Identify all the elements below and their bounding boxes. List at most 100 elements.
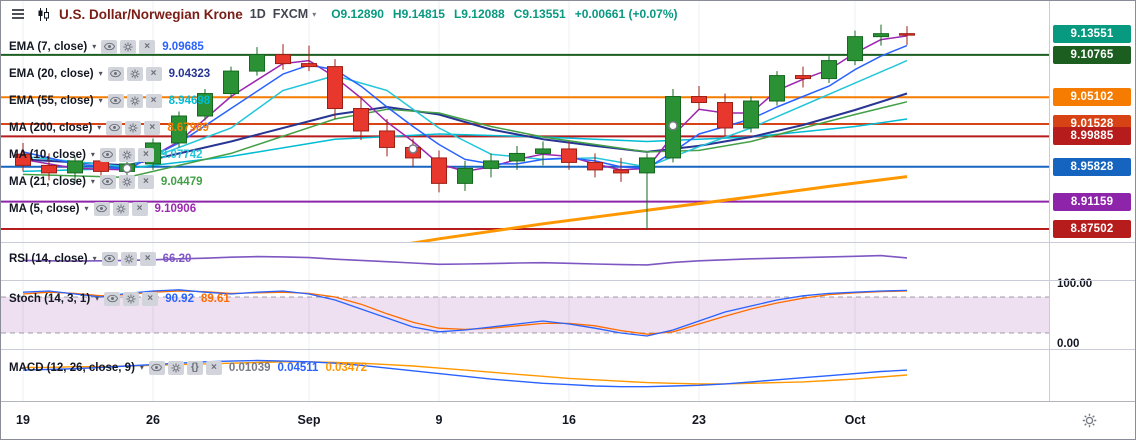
- chevron-down-icon[interactable]: ▾: [139, 363, 144, 372]
- indicator-row-ma-200[interactable]: MA (200, close) ▾ × 8.67989: [9, 118, 209, 137]
- chart-type-icon[interactable]: [34, 6, 52, 22]
- indicator-row-ma-10[interactable]: MA (10, close) ▾ × 9.07742: [9, 145, 203, 164]
- settings-icon[interactable]: [126, 66, 143, 81]
- price-badge: 9.13551: [1053, 25, 1131, 43]
- time-axis-label[interactable]: 16: [562, 413, 576, 427]
- chevron-down-icon[interactable]: ▾: [98, 96, 103, 105]
- indicator-row-ema-7[interactable]: EMA (7, close) ▾ × 9.09685: [9, 37, 204, 56]
- time-axis-label[interactable]: Oct: [844, 413, 866, 427]
- time-axis-label[interactable]: 9: [435, 413, 443, 427]
- chevron-down-icon[interactable]: ▾: [92, 42, 97, 51]
- source-code-icon[interactable]: {}: [186, 360, 203, 375]
- chevron-down-icon[interactable]: ▾: [98, 69, 103, 78]
- close-icon[interactable]: ×: [131, 201, 148, 216]
- chart-canvas[interactable]: [1, 1, 1049, 401]
- price-badge: 9.10765: [1053, 46, 1131, 64]
- indicator-value: 9.07742: [160, 148, 203, 161]
- interval-label[interactable]: 1D: [249, 7, 266, 21]
- chevron-down-icon[interactable]: ▾: [95, 294, 100, 303]
- close-icon[interactable]: ×: [144, 120, 161, 135]
- indicator-value: 9.04323: [168, 67, 211, 80]
- visibility-icon[interactable]: [107, 66, 124, 81]
- exchange-label[interactable]: FXCM: [272, 7, 309, 21]
- indicator-label: EMA (20, close): [9, 67, 94, 80]
- time-axis-label[interactable]: 23: [692, 413, 706, 427]
- price-badge: 8.95828: [1053, 158, 1131, 176]
- chevron-down-icon[interactable]: ▾: [312, 9, 317, 19]
- candle-body: [717, 102, 733, 129]
- panel-separator[interactable]: [1, 280, 1135, 281]
- price-badge: 8.99885: [1053, 127, 1131, 145]
- settings-icon[interactable]: [120, 251, 137, 266]
- settings-icon[interactable]: [118, 174, 135, 189]
- indicator-row-rsi[interactable]: RSI (14, close) ▾ × 66.20: [9, 249, 191, 268]
- candle-body: [769, 75, 785, 102]
- time-axis-label[interactable]: 19: [16, 413, 30, 427]
- chevron-down-icon[interactable]: ▾: [84, 204, 89, 213]
- indicator-row-ema-20[interactable]: EMA (20, close) ▾ × 9.04323: [9, 64, 210, 83]
- indicator-row-ma-5[interactable]: MA (5, close) ▾ × 9.10906: [9, 199, 196, 218]
- visibility-icon[interactable]: [104, 291, 121, 306]
- chevron-down-icon[interactable]: ▾: [90, 150, 95, 159]
- visibility-icon[interactable]: [101, 251, 118, 266]
- visibility-icon[interactable]: [99, 174, 116, 189]
- chevron-down-icon[interactable]: ▾: [97, 123, 102, 132]
- time-axis-label[interactable]: 26: [146, 413, 160, 427]
- indicator-label: MACD (12, 26, close, 9): [9, 361, 135, 374]
- price-axis[interactable]: 9.13551 9.10765 9.05102 9.01528 8.99885 8.958…: [1049, 1, 1135, 401]
- indicator-value: 0.01039: [228, 361, 271, 374]
- indicator-value: 0.04511: [277, 361, 319, 374]
- fractal-marker: [668, 120, 678, 131]
- settings-icon[interactable]: [167, 360, 184, 375]
- ma-line: [22, 101, 908, 179]
- indicator-row-ema-55[interactable]: EMA (55, close) ▾ × 8.94698: [9, 91, 210, 110]
- indicator-value: 9.04479: [160, 175, 203, 188]
- visibility-icon[interactable]: [107, 93, 124, 108]
- visibility-icon[interactable]: [101, 39, 118, 54]
- candle-body: [483, 160, 499, 169]
- indicator-value: 9.10906: [154, 202, 197, 215]
- settings-icon[interactable]: [123, 291, 140, 306]
- indicator-row-ma-21[interactable]: MA (21, close) ▾ × 9.04479: [9, 172, 203, 191]
- visibility-icon[interactable]: [148, 360, 165, 375]
- candle-body: [431, 157, 447, 184]
- symbol-title[interactable]: U.S. Dollar/Norwegian Krone: [59, 6, 243, 22]
- settings-icon[interactable]: [126, 93, 143, 108]
- settings-icon[interactable]: [120, 39, 137, 54]
- menu-icon[interactable]: [9, 6, 27, 22]
- close-icon[interactable]: ×: [137, 147, 154, 162]
- close-icon[interactable]: ×: [145, 66, 162, 81]
- close-icon[interactable]: ×: [142, 291, 159, 306]
- settings-icon[interactable]: [125, 120, 142, 135]
- indicator-label: MA (5, close): [9, 202, 80, 215]
- settings-icon[interactable]: [118, 147, 135, 162]
- settings-icon[interactable]: [112, 201, 129, 216]
- close-icon[interactable]: ×: [145, 93, 162, 108]
- visibility-icon[interactable]: [93, 201, 110, 216]
- stoch-axis-label: 100.00: [1057, 278, 1093, 290]
- panel-separator[interactable]: [1, 349, 1135, 350]
- visibility-icon[interactable]: [99, 147, 116, 162]
- chevron-down-icon[interactable]: ▾: [92, 254, 97, 263]
- indicator-row-stoch[interactable]: Stoch (14, 3, 1) ▾ × 90.92 89.61: [9, 289, 230, 308]
- candle-body: [587, 161, 603, 171]
- indicator-value: 9.09685: [162, 40, 204, 53]
- close-icon[interactable]: ×: [137, 174, 154, 189]
- panel-separator[interactable]: [1, 242, 1135, 243]
- chevron-down-icon[interactable]: ▾: [90, 177, 95, 186]
- time-axis[interactable]: 19 26 Sep 9 16 23 Oct: [1, 401, 1135, 439]
- indicator-label: EMA (7, close): [9, 40, 88, 53]
- time-axis-label[interactable]: Sep: [297, 413, 321, 427]
- candle-body: [223, 70, 239, 95]
- axis-settings-gear-icon[interactable]: [1082, 413, 1097, 433]
- price-badge: 8.91159: [1053, 193, 1131, 211]
- close-icon[interactable]: ×: [205, 360, 222, 375]
- visibility-icon[interactable]: [106, 120, 123, 135]
- close-icon[interactable]: ×: [139, 39, 156, 54]
- close-icon[interactable]: ×: [139, 251, 156, 266]
- indicator-value: 8.67989: [167, 121, 209, 134]
- candle-body: [301, 63, 317, 68]
- indicator-value: 66.20: [162, 252, 192, 265]
- indicator-row-macd[interactable]: MACD (12, 26, close, 9) ▾ {} × 0.01039 0.0451…: [9, 358, 367, 377]
